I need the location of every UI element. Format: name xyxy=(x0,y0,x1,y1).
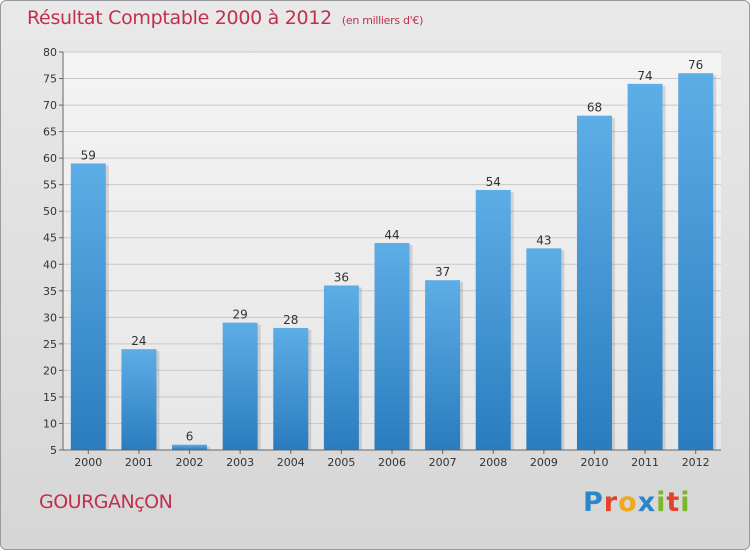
value-label: 43 xyxy=(536,233,551,247)
x-tick-label: 2007 xyxy=(429,456,457,469)
y-tick-label: 40 xyxy=(43,258,57,271)
bar-2010 xyxy=(576,115,612,451)
logo-letter: r xyxy=(603,487,619,518)
chart-title-text: Résultat Comptable 2000 à 2012 xyxy=(27,7,332,29)
logo-letter: o xyxy=(618,487,638,518)
value-label: 36 xyxy=(334,270,349,284)
y-tick-label: 25 xyxy=(43,338,57,351)
logo-letter: x xyxy=(637,487,657,518)
logo-letter: i xyxy=(656,487,667,518)
x-tick-label: 2011 xyxy=(631,456,659,469)
x-tick-label: 2005 xyxy=(327,456,355,469)
bar-2005 xyxy=(323,285,359,450)
y-tick-label: 80 xyxy=(43,46,57,59)
bar-2012 xyxy=(678,73,714,450)
y-tick-label: 20 xyxy=(43,364,57,377)
y-tick-label: 35 xyxy=(43,285,57,298)
axes: 5 10 15 20 25 30 35 40 45 50 55 60 65 70 75 80 2000 2001 2… xyxy=(43,46,721,469)
bar-2009 xyxy=(526,248,562,450)
chart-subtitle: (en milliers d'€) xyxy=(341,14,424,27)
bar-2011 xyxy=(627,83,663,450)
bar-2008 xyxy=(475,189,511,450)
bar-2006 xyxy=(374,243,410,450)
value-label: 28 xyxy=(283,313,298,327)
y-tick-label: 45 xyxy=(43,232,57,245)
proxiti-logo: Proxiti xyxy=(583,487,691,518)
value-label: 59 xyxy=(81,148,96,162)
bars: 59 24 6 29 28 36 44 37 54 43 68 74 76 xyxy=(70,58,717,451)
y-tick-label: 50 xyxy=(43,205,57,218)
chart-title: Résultat Comptable 2000 à 2012 (en millie… xyxy=(27,7,423,29)
x-tick-label: 2001 xyxy=(125,456,153,469)
x-tick-label: 2000 xyxy=(74,456,102,469)
logo-letter: t xyxy=(666,487,681,518)
x-tick-label: 2008 xyxy=(479,456,507,469)
value-label: 6 xyxy=(186,430,194,444)
value-label: 44 xyxy=(384,228,399,242)
value-label: 76 xyxy=(688,58,703,72)
commune-name: GOURGANçON xyxy=(39,491,173,513)
x-tick-label: 2012 xyxy=(682,456,710,469)
bar-2007 xyxy=(425,280,461,450)
x-tick-label: 2002 xyxy=(176,456,204,469)
x-tick-label: 2003 xyxy=(226,456,254,469)
value-label: 54 xyxy=(486,175,501,189)
y-tick-label: 65 xyxy=(43,126,57,139)
y-tick-label: 70 xyxy=(43,99,57,112)
y-tick-label: 75 xyxy=(43,73,57,86)
y-tick-label: 10 xyxy=(43,417,57,430)
value-label: 37 xyxy=(435,265,450,279)
y-tick-label: 55 xyxy=(43,179,57,192)
x-tick-label: 2004 xyxy=(277,456,305,469)
bar-2002 xyxy=(172,444,208,450)
x-tick-label: 2010 xyxy=(580,456,608,469)
x-tick-label: 2009 xyxy=(530,456,558,469)
y-tick-label: 15 xyxy=(43,391,57,404)
bar-2000 xyxy=(70,163,106,450)
value-label: 24 xyxy=(131,334,146,348)
x-tick-label: 2006 xyxy=(378,456,406,469)
logo-letter: i xyxy=(680,487,691,518)
bar-2004 xyxy=(273,327,309,450)
y-tick-label: 30 xyxy=(43,311,57,324)
y-tick-label: 60 xyxy=(43,152,57,165)
bar-2001 xyxy=(121,349,157,450)
value-label: 29 xyxy=(233,308,248,322)
y-tick-label: 5 xyxy=(50,444,57,457)
value-label: 74 xyxy=(637,69,652,83)
bar-2003 xyxy=(222,322,258,450)
value-label: 68 xyxy=(587,101,602,115)
logo-letter: P xyxy=(583,487,604,518)
